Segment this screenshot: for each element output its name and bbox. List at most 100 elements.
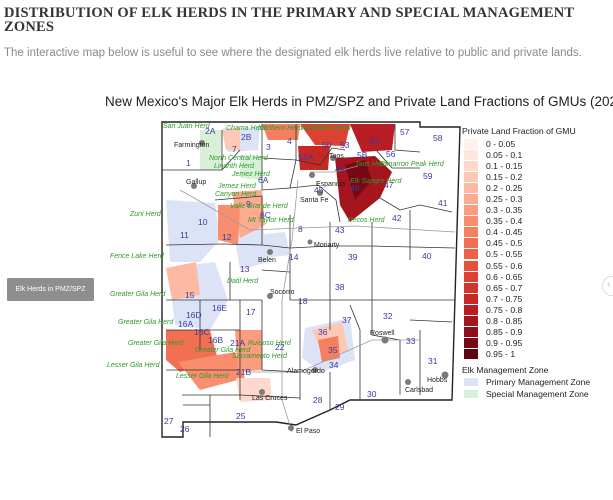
legend-label: 0.65 - 0.7 [486,282,523,293]
legend-label: 0.35 - 0.4 [486,216,523,227]
gmu-label: 9 [246,199,251,209]
gmu-label: 41 [438,198,448,208]
private-land-patches [166,124,395,402]
highways [179,165,456,433]
gmu-label: 5B [357,150,368,160]
zone-legend-item: Primary Management Zone [462,377,590,388]
gmu-label: 27 [164,416,174,426]
zone-swatch [464,389,478,398]
legend-swatch [464,327,478,338]
zone-label: Primary Management Zone [486,377,591,388]
legend-item: 0.55 - 0.6 [462,260,590,271]
gmu-label: 47 [384,180,394,190]
legend-swatch [464,316,478,327]
herd-label: San Juan Herd [163,123,211,130]
gmu-label: 25 [236,411,246,421]
herd-label: Greater Gila Herd [110,291,166,298]
herd-label: Mt Taylor Herd [248,217,295,224]
gmu-label: 40 [422,251,432,261]
gmu-label: 10 [198,217,208,227]
herd-label: Ruidoso Herd [248,340,292,347]
gmu-label: 3 [266,142,271,152]
legend-label: 0.4 - 0.45 [486,227,523,238]
gmu-label: 35 [328,345,338,355]
gmu-label: 22 [275,342,285,352]
gmu-label: 2A [205,126,216,136]
gmu-label: 43 [335,225,345,235]
city-label: Belen [258,257,276,264]
herd-label: Lindrith Herd [214,163,255,170]
legend-swatch [464,282,478,293]
gmu-label: 16B [208,335,223,345]
gmu-label: 16C [194,327,210,337]
legend-label: 0.6 - 0.65 [486,271,523,282]
gmu-label: 8 [298,224,303,234]
herd-label: Chama Herd [226,125,267,132]
page-subtitle: The interactive map below is useful to s… [4,47,582,59]
herd-label: Northwest Herd [302,125,352,132]
herd-labels: San Juan Herd Northern Herd Northwest He… [107,123,445,380]
gmu-label: 21A [230,338,245,348]
legend-item: 0.4 - 0.45 [462,227,590,238]
gmu-label: 14 [289,252,299,262]
legend-swatch [464,171,478,182]
city-labels: Farmington Gallup Santa Fe Espanola Taos… [174,142,448,435]
gmu-label: 32 [383,311,393,321]
city-label: Espanola [316,181,345,188]
gmu-label: 59 [423,171,433,181]
elk-herds-toggle-button[interactable]: Elk Herds in PMZ/SPZ [7,278,94,301]
map-legend: Private Land Fraction of GMU 0 - 0.05 0.0… [462,126,590,399]
legend-label: 0.25 - 0.3 [486,194,523,205]
gmu-label: 34 [329,360,339,370]
gmu-label: 56 [386,149,396,159]
gmu-label: 51A [298,152,313,162]
legend-item: 0.75 - 0.8 [462,304,590,315]
gmu-label: 28 [313,395,323,405]
city-label: Hobbs [427,377,448,384]
legend-label: 0.7 - 0.75 [486,293,523,304]
legend-item: 0.9 - 0.95 [462,338,590,349]
herd-label: Pecos Herd [348,217,386,224]
herd-label: Sacramento Herd [232,353,288,360]
legend-label: 0.55 - 0.6 [486,260,523,271]
legend-item: 0.5 - 0.55 [462,249,590,260]
herd-label: Greater Gila Herd [118,319,174,326]
herd-label: Fence Lake Herd [110,253,165,260]
legend-item: 0.7 - 0.75 [462,293,590,304]
legend-item: 0.65 - 0.7 [462,282,590,293]
legend-label: 0.05 - 0.1 [486,149,523,160]
legend-item: 0.6 - 0.65 [462,271,590,282]
gmu-label: 16A [178,319,193,329]
map-title: New Mexico's Major Elk Herds in PMZ/SPZ … [105,94,613,109]
legend-item: 0.1 - 0.15 [462,160,590,171]
legend-item: 0.85 - 0.9 [462,327,590,338]
herd-label: Taos Herd [355,161,388,168]
herd-label: Lesser Gila Herd [107,362,161,369]
legend-label: 0.3 - 0.35 [486,205,523,216]
gmu-label: 30 [367,389,377,399]
gmu-label: 42 [392,213,402,223]
legend-swatch [464,216,478,227]
gmu-label: 50 [322,140,332,150]
legend-label: 0.2 - 0.25 [486,182,523,193]
legend-label: 0.5 - 0.55 [486,249,523,260]
gmu-label: 2B [241,132,252,142]
gmu-label: 49 [335,164,345,174]
legend-label: 0.8 - 0.85 [486,316,523,327]
legend-swatch [464,160,478,171]
legend-swatch [464,260,478,271]
gmu-label: 6A [258,175,269,185]
legend-label: 0.9 - 0.95 [486,338,523,349]
gmu-label: 6C [260,210,271,220]
gmu-label: 39 [348,252,358,262]
gmu-label: 29 [335,402,345,412]
herd-label: Valle Grande Herd [230,203,289,210]
gmu-label: 57 [400,127,410,137]
herd-label: Jemez Herd [231,171,271,178]
zone-legend-item: Special Management Zone [462,388,590,399]
gmu-label: 1 [186,158,191,168]
legend-label: 0.45 - 0.5 [486,238,523,249]
gmu-number-labels: 2A 2B 3 4 50 53 55 57 58 1 51A 49 5B 56 … [164,126,448,434]
herd-label: Northern Herd [258,125,303,132]
